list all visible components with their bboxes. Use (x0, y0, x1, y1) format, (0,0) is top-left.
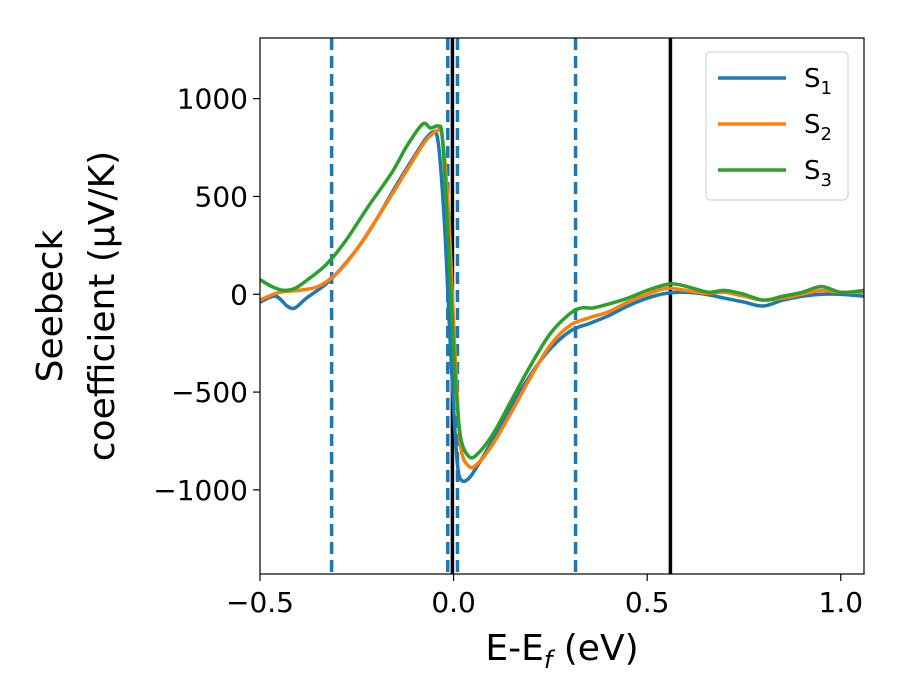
x-tick-label: −0.5 (226, 586, 294, 619)
series-lines (260, 121, 864, 484)
y-tick-label: 1000 (177, 83, 248, 116)
x-tick-label: 0.0 (431, 586, 476, 619)
series-line-s3 (260, 121, 864, 460)
x-tick-label: 0.5 (625, 586, 670, 619)
legend-label-s3: S3 (804, 156, 832, 191)
legend-label-s2: S2 (804, 110, 832, 145)
y-tick-label: −1000 (153, 474, 248, 507)
x-tick-label: 1.0 (819, 586, 864, 619)
legend: S1 S2 S3 (705, 51, 849, 201)
legend-label-s1: S1 (804, 64, 832, 99)
legend-box (705, 51, 849, 201)
plot-frame (259, 37, 865, 575)
y-tick-label: 0 (230, 278, 248, 311)
x-axis-label-main: E-E (485, 628, 543, 669)
y-axis-label-line2: coefficient (μV/K) (82, 151, 123, 461)
y-tick-label: 500 (195, 180, 248, 213)
y-tick-label: −500 (171, 376, 248, 409)
x-axis-label: E-Ef (eV) (485, 628, 638, 674)
series-line-s2 (260, 127, 864, 470)
x-axis-label-unit: (eV) (552, 628, 638, 669)
y-axis-label-line1: Seebeck (30, 229, 71, 382)
axis-ticks: −0.5 0.0 0.5 1.0 −1000 −500 0 500 1000 (153, 83, 863, 619)
y-axis-label: Seebeck coefficient (μV/K) (30, 151, 123, 461)
